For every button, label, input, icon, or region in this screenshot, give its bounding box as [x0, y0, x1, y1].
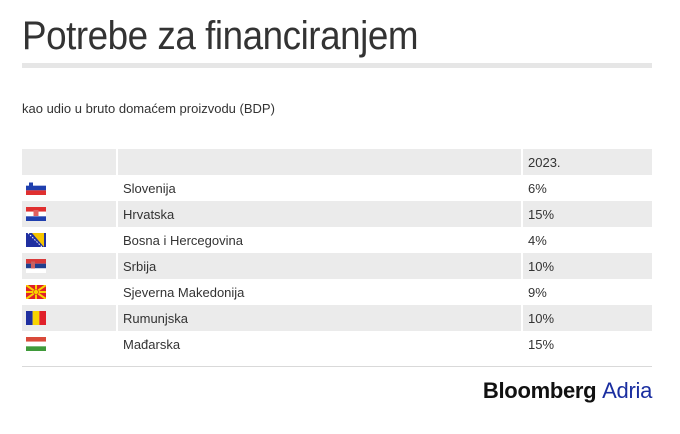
- logo-accent: Adria: [602, 378, 652, 403]
- country-name: Sjeverna Makedonija: [117, 279, 523, 305]
- country-name: Hrvatska: [117, 201, 523, 227]
- romania-flag-icon: [26, 311, 46, 325]
- table-row: Srbija 10%: [22, 253, 652, 279]
- table-row: Hrvatska 15%: [22, 201, 652, 227]
- table-row: Mađarska 15%: [22, 331, 652, 357]
- country-name: Rumunjska: [117, 305, 523, 331]
- table-row: Rumunjska 10%: [22, 305, 652, 331]
- country-value: 15%: [528, 336, 555, 352]
- country-name: Srbija: [117, 253, 523, 279]
- title-divider: [22, 63, 652, 68]
- table-row: Slovenija 6%: [22, 175, 652, 201]
- page-title: Potrebe za financiranjem: [22, 14, 419, 58]
- subtitle: kao udio u bruto domaćem proizvodu (BDP): [22, 101, 275, 116]
- country-value: 6%: [528, 180, 547, 196]
- header-country: [117, 149, 523, 175]
- north-macedonia-flag-icon: [26, 285, 46, 299]
- slovenia-flag-icon: [26, 181, 46, 195]
- country-value: 4%: [528, 232, 547, 248]
- country-value: 10%: [522, 253, 652, 279]
- bosnia-flag-icon: [26, 233, 46, 247]
- header-flag: [22, 149, 118, 175]
- table-header-row: 2023.: [22, 149, 652, 175]
- country-name: Slovenija: [117, 175, 523, 201]
- country-name: Mađarska: [117, 331, 523, 357]
- bloomberg-adria-logo: Bloomberg Adria: [483, 378, 652, 404]
- footer-divider: [22, 366, 652, 367]
- hungary-flag-icon: [26, 337, 46, 351]
- data-table: 2023. Slovenija 6% Hrvatska 15% Bosna i …: [22, 149, 652, 357]
- country-name: Bosna i Hercegovina: [117, 227, 523, 253]
- header-year: 2023.: [522, 149, 652, 175]
- logo-main: Bloomberg: [482, 378, 597, 403]
- serbia-flag-icon: [26, 259, 46, 273]
- country-value: 10%: [522, 305, 652, 331]
- country-value: 9%: [528, 284, 547, 300]
- table-row: Sjeverna Makedonija 9%: [22, 279, 652, 305]
- table-row: Bosna i Hercegovina 4%: [22, 227, 652, 253]
- country-value: 15%: [522, 201, 652, 227]
- croatia-flag-icon: [26, 207, 46, 221]
